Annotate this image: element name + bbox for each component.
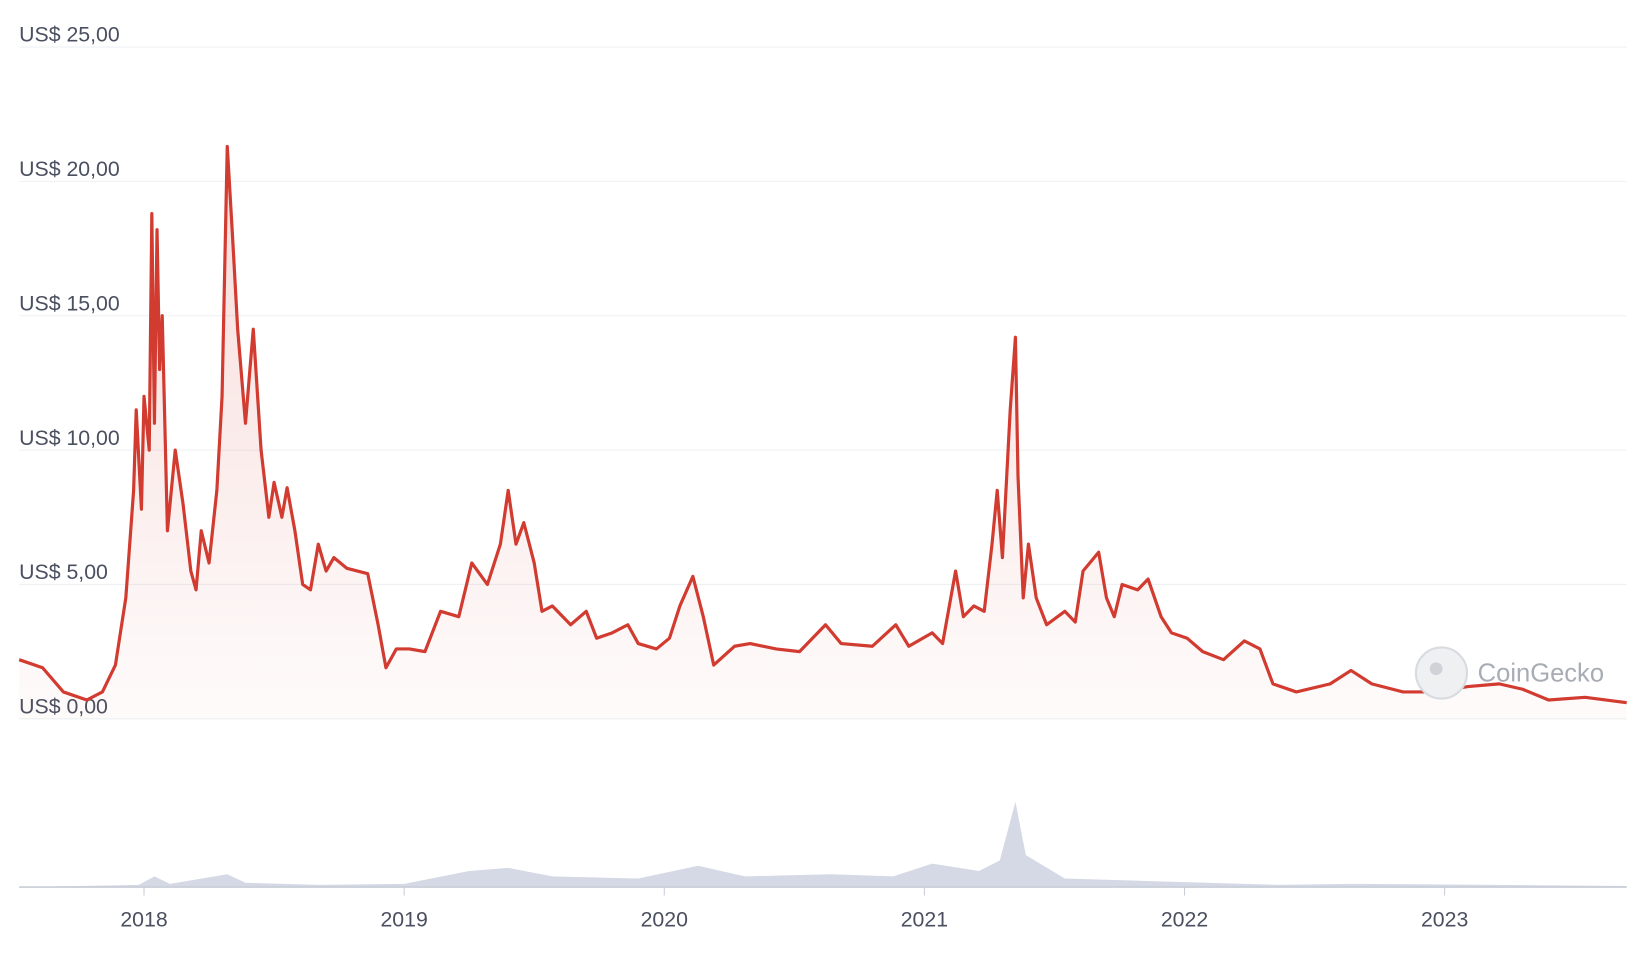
y-tick-label: US$ 25,00 [19, 23, 120, 47]
y-tick-label: US$ 15,00 [19, 291, 120, 315]
x-tick-label: 2021 [901, 907, 948, 931]
y-tick-label: US$ 5,00 [19, 560, 108, 584]
y-tick-label: US$ 20,00 [19, 157, 120, 181]
y-tick-label: US$ 10,00 [19, 426, 120, 450]
price-area [19, 146, 1627, 719]
x-tick-label: 2020 [641, 907, 688, 931]
x-tick-label: 2018 [120, 907, 167, 931]
x-tick-label: 2019 [380, 907, 427, 931]
watermark: CoinGecko [1414, 646, 1604, 700]
x-tick-label: 2023 [1421, 907, 1468, 931]
x-tick-label: 2022 [1161, 907, 1208, 931]
volume-area [19, 801, 1627, 888]
watermark-text: CoinGecko [1478, 660, 1604, 688]
price-line [18, 144, 1627, 705]
